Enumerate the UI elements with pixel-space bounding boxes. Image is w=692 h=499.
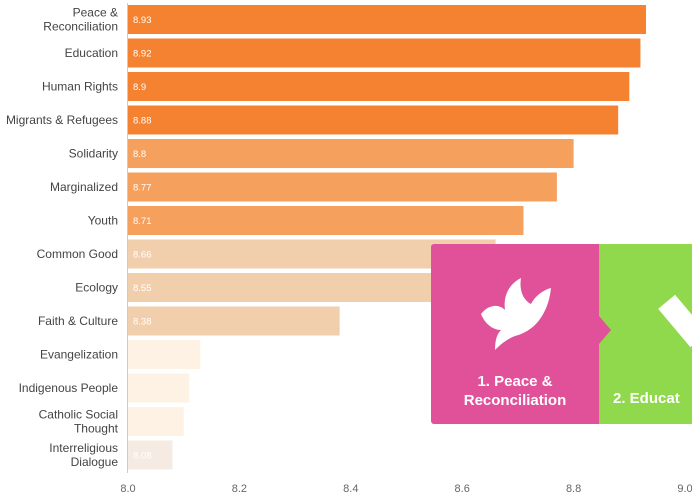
card-label: 2. Educat bbox=[613, 390, 680, 407]
bar-value-label: 8.92 bbox=[133, 49, 152, 60]
bar-value-label: 8.77 bbox=[133, 183, 152, 194]
education-card[interactable]: 2. Educat bbox=[599, 244, 692, 424]
category-label: Indigenous People bbox=[19, 381, 119, 395]
category-label: Marginalized bbox=[50, 180, 118, 194]
bar bbox=[128, 206, 524, 235]
bar bbox=[128, 38, 641, 68]
category-label: Interreligious Dialogue bbox=[49, 441, 118, 469]
bar bbox=[128, 273, 435, 302]
bar bbox=[128, 306, 340, 336]
dove-icon bbox=[481, 278, 551, 350]
bar-value-label: 8.66 bbox=[133, 250, 152, 261]
bar-value-label: 8.8 bbox=[133, 149, 146, 160]
card-pointer bbox=[599, 316, 611, 344]
pencil-icon bbox=[658, 294, 692, 357]
x-tick-label: 8.4 bbox=[343, 483, 358, 495]
category-label: Education bbox=[65, 46, 118, 60]
bar-value-label: 8.88 bbox=[133, 116, 152, 127]
bar bbox=[128, 105, 619, 135]
category-label: Faith & Culture bbox=[38, 314, 118, 328]
category-label: Catholic Social Thought bbox=[39, 408, 119, 436]
bar bbox=[128, 340, 201, 369]
x-tick-label: 8.6 bbox=[455, 483, 470, 495]
card-label: 1. Peace & Reconciliation bbox=[463, 373, 567, 409]
bar-value-label: 8.38 bbox=[133, 317, 152, 328]
bar bbox=[128, 5, 647, 34]
x-tick-label: 9.0 bbox=[677, 483, 692, 495]
x-tick-label: 8.2 bbox=[232, 483, 247, 495]
ranking-cards-overlay: 1. Peace & Reconciliation 2. Educat bbox=[431, 244, 692, 424]
peace-reconciliation-card[interactable]: 1. Peace & Reconciliation bbox=[431, 244, 611, 424]
category-label: Migrants & Refugees bbox=[6, 113, 118, 127]
bar bbox=[128, 72, 630, 101]
bar-value-label: 8.93 bbox=[133, 15, 152, 26]
bar bbox=[128, 172, 557, 202]
category-label: Human Rights bbox=[42, 80, 118, 94]
bar-value-label: 8.9 bbox=[133, 82, 146, 93]
category-label: Ecology bbox=[75, 281, 118, 295]
bar-value-label: 8.55 bbox=[133, 283, 152, 294]
bar bbox=[128, 373, 190, 403]
category-label: Common Good bbox=[37, 247, 118, 261]
x-tick-label: 8.8 bbox=[566, 483, 581, 495]
bar bbox=[128, 440, 173, 470]
category-label: Evangelization bbox=[40, 348, 118, 362]
category-label: Peace & Reconciliation bbox=[43, 6, 118, 34]
bar-value-label: 8.08 bbox=[133, 451, 152, 462]
bar bbox=[128, 407, 184, 436]
bar bbox=[128, 139, 574, 168]
bar-value-label: 8.71 bbox=[133, 216, 152, 227]
category-label: Solidarity bbox=[69, 147, 118, 161]
category-label: Youth bbox=[88, 214, 118, 228]
x-tick-label: 8.0 bbox=[120, 483, 135, 495]
